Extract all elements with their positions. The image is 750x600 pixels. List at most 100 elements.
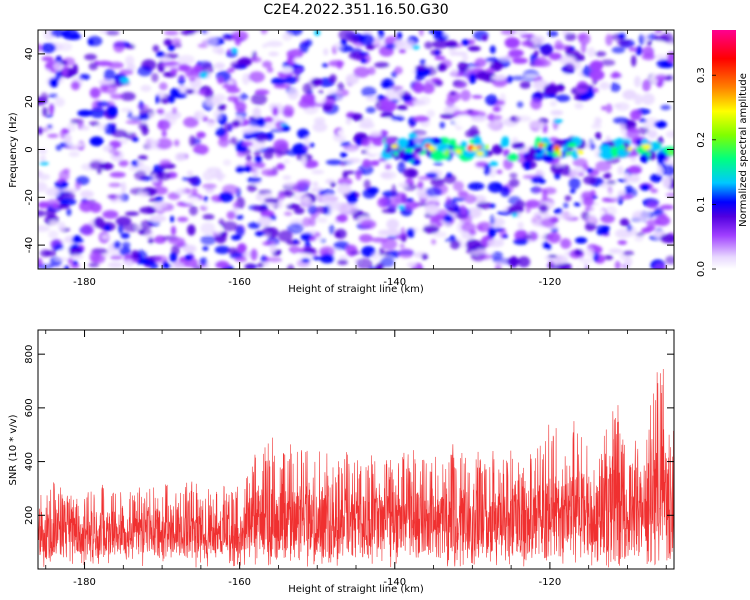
spectrogram-cell bbox=[232, 201, 240, 209]
spectrogram-cell bbox=[534, 50, 539, 56]
spectrogram-cell bbox=[73, 260, 78, 266]
spectrogram-cell bbox=[584, 222, 596, 232]
spectrogram-cell bbox=[358, 33, 375, 46]
spectrogram-cell bbox=[594, 51, 607, 57]
spectrogram-cell bbox=[610, 82, 621, 93]
spectrogram-cell bbox=[589, 207, 599, 214]
spectrogram-cell bbox=[326, 214, 333, 224]
spectrogram-cell bbox=[530, 98, 542, 110]
spectrogram-cell bbox=[511, 212, 519, 218]
spectrogram-cell bbox=[288, 245, 301, 254]
spectrogram-cell bbox=[564, 251, 571, 256]
spectrogram-cell bbox=[125, 120, 142, 125]
spectrogram-cell bbox=[221, 221, 238, 232]
spectrogram-cell bbox=[660, 233, 674, 244]
spectrogram-cell bbox=[655, 215, 671, 226]
spectrogram-cell bbox=[175, 188, 186, 196]
spectrogram-cell bbox=[138, 155, 148, 161]
spectrogram-cell bbox=[378, 247, 385, 256]
spectrogram-cell bbox=[589, 69, 605, 81]
spectrogram-cell bbox=[145, 94, 154, 102]
spectrogram-cell bbox=[200, 235, 217, 245]
spectrogram-cell bbox=[226, 210, 236, 220]
spectrogram-cell bbox=[96, 101, 110, 107]
spectrogram-cell bbox=[93, 217, 105, 228]
spectrogram-cell bbox=[567, 151, 574, 155]
spectrogram-cell bbox=[89, 136, 104, 147]
spectrogram-cell bbox=[639, 153, 649, 164]
spectrogram-cell bbox=[199, 71, 209, 79]
spectrogram-cell bbox=[643, 143, 652, 150]
spectrogram-cell bbox=[424, 41, 433, 49]
spectrogram-cell bbox=[361, 137, 371, 147]
spectrogram-cell bbox=[321, 135, 333, 144]
spectrogram-cell bbox=[540, 137, 551, 145]
spectrogram-cell bbox=[600, 213, 615, 224]
spectrogram-cell bbox=[325, 95, 335, 99]
spectrogram-cell bbox=[627, 146, 633, 152]
spectrogram-cell bbox=[164, 30, 179, 36]
spectrogram-cell bbox=[311, 78, 322, 86]
spectrogram-cell bbox=[564, 195, 572, 202]
spectrogram-cell bbox=[250, 56, 262, 63]
spectrogram-cell bbox=[578, 32, 591, 45]
spectrogram-cell bbox=[635, 45, 643, 56]
spectrogram-cell bbox=[282, 175, 292, 181]
spectrogram-cell bbox=[485, 144, 489, 150]
spectrogram-cell bbox=[530, 35, 545, 45]
spectrogram-cell bbox=[380, 171, 397, 180]
spectrogram-cell bbox=[218, 218, 225, 226]
spectrogram-cell bbox=[413, 137, 422, 144]
spectrogram-cell bbox=[573, 249, 584, 256]
spectrogram-cell bbox=[564, 33, 577, 41]
snr-y-axis-label: SNR (10 * v/v) bbox=[8, 414, 19, 485]
spectrogram-cell bbox=[54, 257, 69, 262]
spectrogram-cell bbox=[159, 82, 168, 91]
spectrogram-cell bbox=[115, 216, 132, 226]
spectrogram-cell bbox=[383, 81, 390, 88]
spectrogram-cell bbox=[563, 62, 575, 74]
spectrogram-cell bbox=[541, 44, 553, 57]
spectrogram-cell bbox=[119, 247, 131, 256]
spectrogram-cell bbox=[508, 178, 520, 188]
spectrogram-cell bbox=[79, 73, 91, 81]
spectrogram-cell bbox=[611, 46, 626, 54]
spectrogram-cell bbox=[255, 193, 262, 201]
spectrogram-cell bbox=[152, 44, 160, 53]
spectrogram-cell bbox=[535, 147, 543, 155]
spectrogram-cell bbox=[334, 232, 341, 238]
spectrogram-cell bbox=[120, 91, 136, 101]
spectrogram-cell bbox=[51, 203, 60, 209]
spectrogram-cell bbox=[396, 104, 408, 111]
spectrogram-cell bbox=[617, 179, 627, 183]
spectrogram-cell bbox=[329, 74, 337, 83]
spectrogram-cell bbox=[637, 126, 650, 135]
spectrogram-cell bbox=[44, 250, 57, 257]
spectrogram-cell bbox=[235, 214, 244, 220]
spectrogram-cell bbox=[461, 39, 470, 46]
spectrogram-cell bbox=[115, 192, 126, 203]
spectrogram-cell bbox=[287, 54, 296, 66]
spectrogram-cell bbox=[185, 30, 202, 33]
spectrogram-panel: -180 -160 -140 -120 -40 -20 0 20 40 Height of st… bbox=[8, 29, 675, 295]
spectrogram-cell bbox=[214, 245, 230, 255]
spectrogram-cell bbox=[403, 168, 419, 179]
spectrogram-cell bbox=[424, 261, 434, 269]
spectrogram-cell bbox=[337, 259, 349, 265]
spectrogram-cell bbox=[467, 182, 485, 191]
spectrogram-cell bbox=[203, 122, 218, 131]
spectrogram-cell bbox=[547, 93, 557, 98]
spectrogram-cell bbox=[577, 84, 595, 90]
spectrogram-cell bbox=[660, 104, 671, 111]
spectrogram-cell bbox=[430, 177, 445, 187]
spectrogram-cell bbox=[600, 182, 611, 189]
spectrogram-cell bbox=[39, 155, 47, 162]
spectrogram-cell bbox=[38, 126, 43, 135]
spectrogram-cell bbox=[425, 172, 438, 178]
spectrogram-cell bbox=[538, 204, 549, 213]
spectrogram-cell bbox=[333, 241, 350, 251]
spectrogram-cell bbox=[235, 101, 247, 113]
spectrogram-x-axis-label: Height of straight line (km) bbox=[288, 284, 424, 295]
spectrogram-cell bbox=[155, 94, 160, 104]
spectrogram-cell bbox=[261, 168, 279, 177]
